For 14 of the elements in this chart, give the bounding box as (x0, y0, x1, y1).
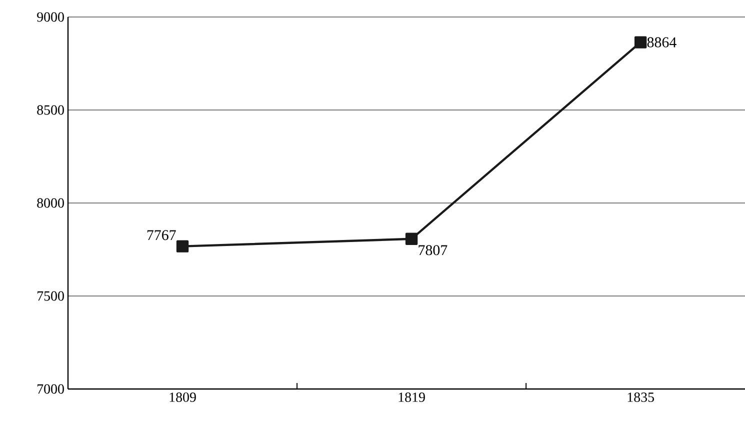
y-tick-label: 7000 (38, 384, 64, 394)
x-tick-label: 1809 (170, 392, 196, 402)
y-tick-label: 8000 (37, 198, 64, 208)
point (405, 232, 418, 245)
data-label: 8864 (647, 37, 676, 48)
y-tick-label: 8500 (37, 105, 64, 115)
point (176, 240, 189, 252)
data-label: 7767 (147, 230, 176, 240)
y-tick-label: 9000 (37, 12, 64, 22)
x-tick-label: 1819 (398, 392, 425, 402)
x-tick-label: 1835 (628, 392, 654, 402)
point (634, 36, 647, 48)
data-label: 7807 (418, 245, 448, 256)
y-tick-label: 7500 (38, 291, 64, 301)
